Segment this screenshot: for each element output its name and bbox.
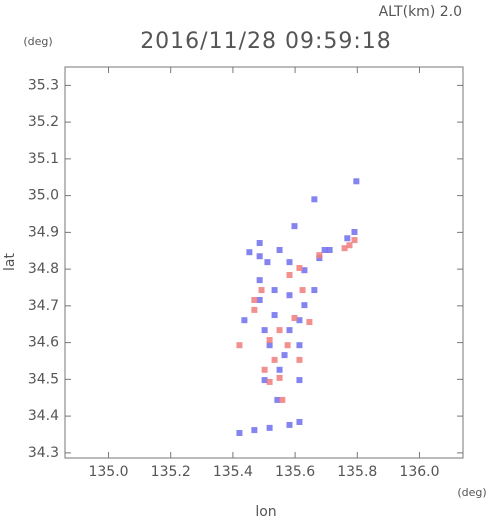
point [256, 253, 263, 260]
point [236, 342, 243, 349]
point [276, 247, 283, 254]
y-tick-label: 34.6 [28, 335, 59, 351]
point [341, 245, 348, 252]
point [296, 317, 303, 324]
point [286, 421, 293, 428]
point [274, 396, 281, 403]
y-tick-label: 34.4 [28, 408, 59, 424]
point [266, 378, 273, 385]
y-tick-label: 35.1 [28, 151, 59, 167]
point [276, 327, 283, 334]
point [256, 296, 263, 303]
x-tick-label: 135.2 [151, 464, 191, 480]
point [246, 249, 253, 256]
point [279, 396, 286, 403]
point [266, 337, 273, 344]
point [271, 287, 278, 294]
y-unit: (deg) [23, 35, 52, 48]
x-unit: (deg) [457, 486, 486, 499]
point [256, 277, 263, 284]
x-tick-label: 135.4 [213, 464, 253, 480]
point [291, 314, 298, 321]
point [286, 327, 293, 334]
point [346, 242, 353, 249]
point [351, 228, 358, 235]
point [271, 356, 278, 363]
point [256, 240, 263, 247]
x-tick-label: 135.6 [275, 464, 315, 480]
point [301, 267, 308, 274]
point [266, 424, 273, 431]
point [301, 302, 308, 309]
point [281, 352, 288, 359]
point [251, 296, 258, 303]
point [311, 196, 318, 203]
point [351, 237, 358, 244]
point [296, 356, 303, 363]
point [321, 247, 328, 254]
y-axis-label: lat [2, 253, 18, 271]
point [286, 292, 293, 299]
point [306, 319, 313, 326]
point [241, 317, 248, 324]
x-tick-label: 135.0 [88, 464, 128, 480]
x-tick-label: 136.0 [399, 464, 439, 480]
subtitle: ALT(km) 2.0 [379, 4, 462, 20]
point [261, 377, 268, 384]
y-tick-label: 34.3 [28, 445, 59, 461]
point [344, 235, 351, 242]
point [271, 312, 278, 319]
point [296, 265, 303, 272]
chart-title: 2016/11/28 09:59:18 [140, 29, 392, 54]
point [236, 430, 243, 437]
point [286, 271, 293, 278]
point [311, 287, 318, 294]
y-tick-label: 34.8 [28, 261, 59, 277]
x-axis-label: lon [255, 504, 276, 520]
point [261, 327, 268, 334]
point [316, 252, 323, 259]
point [284, 342, 291, 349]
point [266, 342, 273, 349]
y-tick-label: 34.7 [28, 298, 59, 314]
point [258, 287, 265, 294]
point [326, 247, 333, 254]
y-tick-label: 34.9 [28, 224, 59, 240]
x-tick-label: 135.8 [337, 464, 377, 480]
y-tick-label: 35.0 [28, 188, 59, 204]
point [299, 287, 306, 294]
point [276, 366, 283, 373]
y-tick-label: 35.3 [28, 77, 59, 93]
plot-frame [64, 66, 464, 459]
point [264, 259, 271, 266]
point [251, 427, 258, 434]
point [296, 418, 303, 425]
point [291, 223, 298, 230]
point [353, 178, 360, 185]
y-tick-label: 34.5 [28, 371, 59, 387]
point [286, 259, 293, 266]
point [296, 377, 303, 384]
point [276, 374, 283, 381]
point [296, 342, 303, 349]
y-tick-label: 35.2 [28, 114, 59, 130]
point [261, 366, 268, 373]
point [251, 306, 258, 313]
